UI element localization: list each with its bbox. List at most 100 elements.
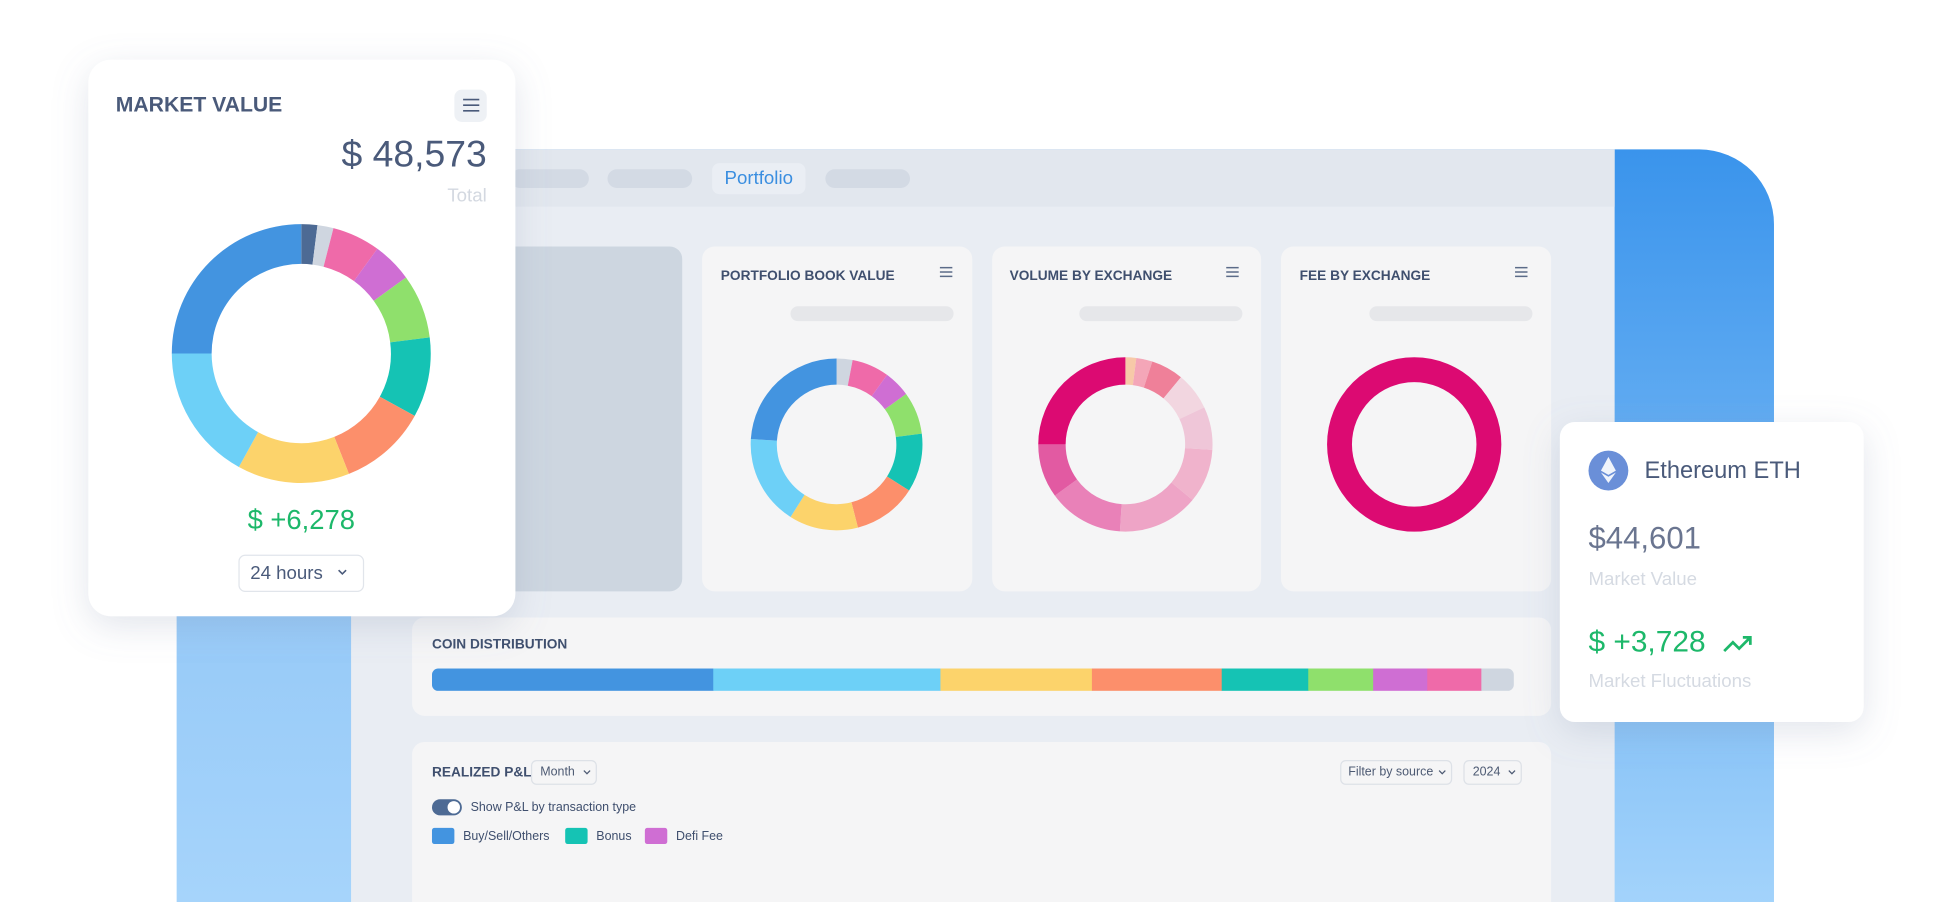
card-title: PORTFOLIO BOOK VALUE [721,268,895,283]
donut-segment [847,360,888,397]
card [1281,246,1552,592]
donut-segment [1054,479,1122,532]
bar-segment [713,668,941,691]
legend-swatch [431,827,455,845]
amount: $ 48,573 [341,133,486,175]
toggle-knob [447,801,460,814]
donut-segment [1163,377,1205,419]
donut-segment [379,337,431,416]
card-fee-by-exchange: FEE BY EXCHANGE [1281,246,1552,592]
card-title: VOLUME BY EXCHANGE [1010,268,1173,283]
bar-segment [1091,668,1223,691]
donut-segment [1171,448,1213,500]
legend-swatch [644,827,668,845]
donut-segment [171,353,259,468]
toggle-label: Show P&L by transaction type [471,800,637,814]
menu-icon[interactable] [1515,266,1528,278]
placeholder [790,306,954,322]
nav-pill [510,169,589,188]
bar-segment [1308,668,1374,691]
dropdown[interactable] [1463,760,1522,785]
donut-segment [1179,407,1213,450]
eth-glyph [1600,456,1616,484]
donut-segment [238,432,349,484]
card [412,617,1552,716]
donut-segment [1132,357,1153,388]
card [702,246,973,592]
nav-pill [825,169,911,188]
card-title: COIN DISTRIBUTION [432,636,567,651]
card-title: REALIZED P&L [432,765,532,780]
menu-icon [463,98,480,112]
chevron [338,569,347,576]
donut-segment [887,433,923,491]
coin-value: $44,601 [1588,521,1700,556]
donut-segment [171,224,302,354]
legend-label: Defi Fee [676,829,723,843]
donut-segment [334,396,415,474]
card-title: MARKET VALUE [116,93,283,116]
legend-label: Bonus [596,829,631,843]
bar-segment [1427,668,1482,691]
dropdown-label[interactable]: Filter by source [1348,765,1433,779]
placeholder [1079,306,1243,322]
card [412,741,1552,902]
side-panel [473,246,683,592]
menu-icon[interactable] [1226,266,1239,278]
bar-segment [940,668,1093,691]
period-label[interactable]: 24 hours [250,562,323,583]
donut-segment [353,248,407,301]
nav-tab[interactable] [712,163,806,195]
donut-segment [312,225,334,267]
card-portfolio-book-value: PORTFOLIO BOOK VALUE [702,246,973,592]
donut-segment [1038,357,1126,445]
bar-segment [1373,668,1428,691]
donut-segment [851,476,910,528]
donut-segment [373,277,430,343]
dropdown[interactable] [530,760,597,785]
donut-segment [884,393,922,437]
donut-segment [1038,444,1078,496]
bar-segment [1481,668,1514,691]
chevron [1438,770,1446,775]
bar-segment [431,668,714,691]
donut-segment [1143,361,1181,399]
donut-segment [1125,357,1137,386]
chevron [583,770,591,775]
donut-segment [1119,482,1193,532]
donut-segment [836,358,853,386]
dropdown[interactable] [1340,760,1453,785]
nav-pill [607,169,693,188]
market-value-card [88,59,516,617]
card-volume-by-exchange: VOLUME BY EXCHANGE [992,246,1262,592]
coin-change: $ +3,728 [1588,626,1705,659]
donut-segment [871,374,907,410]
trend-icon [1723,636,1752,653]
donut-segment [301,224,318,265]
donut-segment [323,228,378,282]
canvas: Portfolio PORTFOLIO BOOK VALUE VOLUME BY… [88,59,1864,902]
legend-label: Buy/Sell/Others [463,829,549,843]
placeholder [1369,306,1533,322]
eth-card [1559,422,1864,723]
nav-tab-label[interactable]: Portfolio [725,167,793,188]
card [992,246,1262,592]
donut-segment [750,358,837,441]
card-title: FEE BY EXCHANGE [1300,268,1431,283]
coin-change-label: Market Fluctuations [1588,670,1751,691]
amount-label: Total [447,185,486,206]
dropdown-label[interactable]: 2024 [1473,765,1501,779]
chevron [1508,770,1516,775]
coin-value-label: Market Value [1588,568,1697,589]
card-realized-pnl: REALIZED P&L Month Filter by source 2024… [412,741,1552,902]
menu-icon[interactable] [939,266,953,278]
legend-swatch [565,827,588,845]
dropdown-label[interactable]: Month [540,765,575,779]
coin-name: Ethereum ETH [1645,458,1801,484]
period-dropdown[interactable] [238,554,365,592]
bar-segment [1221,668,1309,691]
donut-segment [750,439,805,517]
donut-segment [790,494,858,531]
